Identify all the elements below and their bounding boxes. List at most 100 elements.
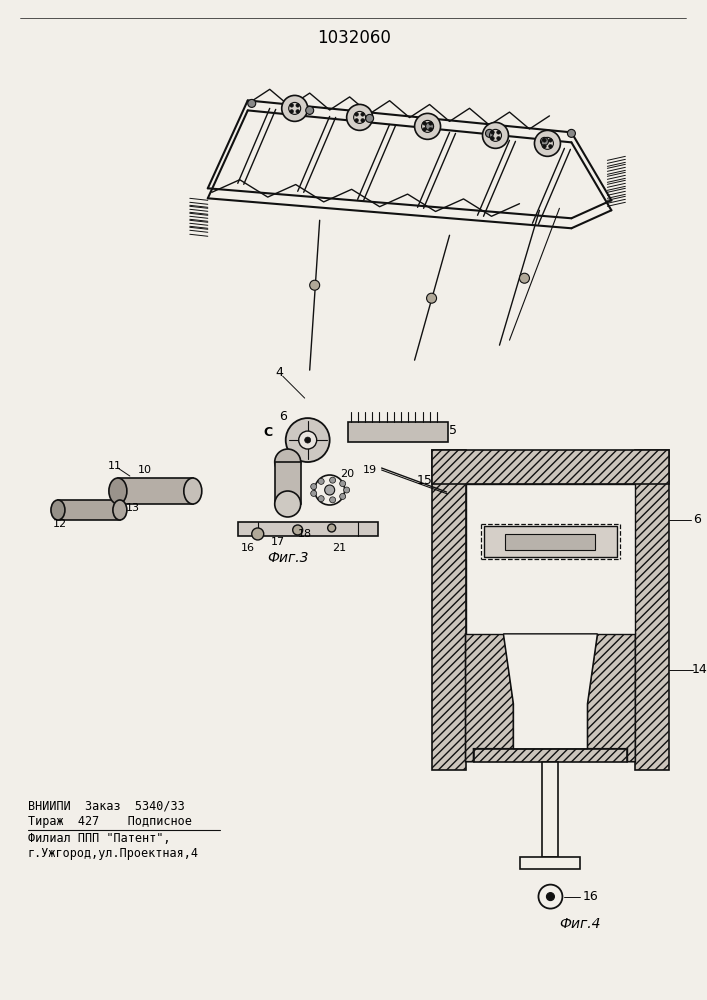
Circle shape [426, 122, 433, 130]
Circle shape [325, 485, 334, 495]
Circle shape [247, 99, 256, 107]
Text: Фиг.4: Фиг.4 [560, 917, 601, 931]
Text: 4: 4 [276, 366, 284, 379]
Polygon shape [431, 450, 465, 770]
Bar [506, 534, 595, 550]
Ellipse shape [275, 491, 300, 517]
Circle shape [305, 106, 314, 114]
Circle shape [543, 145, 547, 148]
Text: 6: 6 [279, 410, 286, 423]
Text: 1032060: 1032060 [317, 29, 390, 47]
Circle shape [318, 478, 325, 484]
Polygon shape [484, 526, 617, 557]
Text: 6: 6 [694, 513, 701, 526]
Circle shape [329, 497, 336, 503]
Ellipse shape [275, 449, 300, 475]
Circle shape [252, 528, 264, 540]
Circle shape [281, 95, 308, 121]
Circle shape [428, 128, 433, 131]
Circle shape [540, 137, 549, 145]
Text: 17: 17 [271, 537, 285, 547]
Text: 13: 13 [126, 503, 140, 513]
Circle shape [520, 273, 530, 283]
Circle shape [366, 114, 373, 122]
Polygon shape [238, 522, 378, 536]
Text: 12: 12 [53, 519, 67, 529]
Ellipse shape [51, 500, 65, 520]
Ellipse shape [184, 478, 201, 504]
Circle shape [344, 487, 350, 493]
Bar [348, 422, 448, 442]
Circle shape [414, 113, 440, 139]
Text: 15: 15 [416, 474, 433, 487]
Polygon shape [431, 450, 670, 484]
Circle shape [296, 104, 300, 107]
Text: Тираж  427    Подписное: Тираж 427 Подписное [28, 815, 192, 828]
Circle shape [486, 129, 493, 137]
Polygon shape [465, 634, 513, 762]
Circle shape [423, 128, 426, 131]
Bar [542, 762, 559, 857]
Bar [275, 462, 300, 504]
Circle shape [290, 104, 293, 107]
Bar [118, 478, 193, 504]
Text: Филиал ППП "Патент",: Филиал ППП "Патент", [28, 832, 170, 845]
Text: 19: 19 [363, 465, 377, 475]
Circle shape [534, 130, 561, 156]
Text: 18: 18 [298, 529, 312, 539]
Circle shape [568, 129, 575, 137]
Circle shape [293, 525, 303, 535]
Bar [520, 857, 580, 869]
Circle shape [346, 104, 373, 130]
Text: 16: 16 [583, 890, 598, 903]
Circle shape [286, 418, 329, 462]
Circle shape [355, 113, 358, 116]
Circle shape [497, 137, 501, 140]
Polygon shape [636, 450, 670, 770]
Circle shape [543, 139, 547, 142]
Bar [58, 500, 120, 520]
Text: 20: 20 [341, 469, 355, 479]
Circle shape [290, 110, 293, 113]
Bar [465, 484, 636, 634]
Circle shape [305, 437, 310, 443]
Circle shape [482, 122, 508, 148]
Text: Фиг.3: Фиг.3 [267, 551, 308, 565]
Text: C: C [263, 426, 272, 439]
Circle shape [426, 293, 436, 303]
Circle shape [329, 477, 336, 483]
Circle shape [355, 119, 358, 122]
Circle shape [310, 484, 317, 490]
Circle shape [491, 137, 494, 140]
Polygon shape [503, 634, 597, 749]
Text: 14: 14 [691, 663, 707, 676]
Circle shape [547, 893, 554, 901]
Text: 10: 10 [138, 465, 152, 475]
Circle shape [549, 145, 552, 148]
Text: г.Ужгород,ул.Проектная,4: г.Ужгород,ул.Проектная,4 [28, 847, 199, 860]
Polygon shape [588, 634, 636, 762]
Circle shape [339, 481, 346, 487]
Circle shape [310, 280, 320, 290]
Circle shape [361, 119, 364, 122]
Circle shape [310, 490, 317, 496]
Ellipse shape [113, 500, 127, 520]
Circle shape [549, 139, 552, 142]
Circle shape [298, 431, 317, 449]
Text: 21: 21 [332, 543, 346, 553]
Text: 16: 16 [241, 543, 255, 553]
Text: 5: 5 [448, 424, 457, 437]
Circle shape [497, 131, 501, 134]
Text: 11: 11 [108, 461, 122, 471]
Circle shape [296, 110, 300, 113]
Circle shape [318, 496, 325, 502]
Ellipse shape [109, 478, 127, 504]
Circle shape [423, 122, 426, 125]
Circle shape [491, 131, 494, 134]
Circle shape [339, 493, 346, 499]
Text: ВНИИПИ  Заказ  5340/33: ВНИИПИ Заказ 5340/33 [28, 800, 185, 813]
Circle shape [327, 524, 336, 532]
Circle shape [361, 113, 364, 116]
Circle shape [428, 122, 433, 125]
Polygon shape [474, 749, 627, 762]
